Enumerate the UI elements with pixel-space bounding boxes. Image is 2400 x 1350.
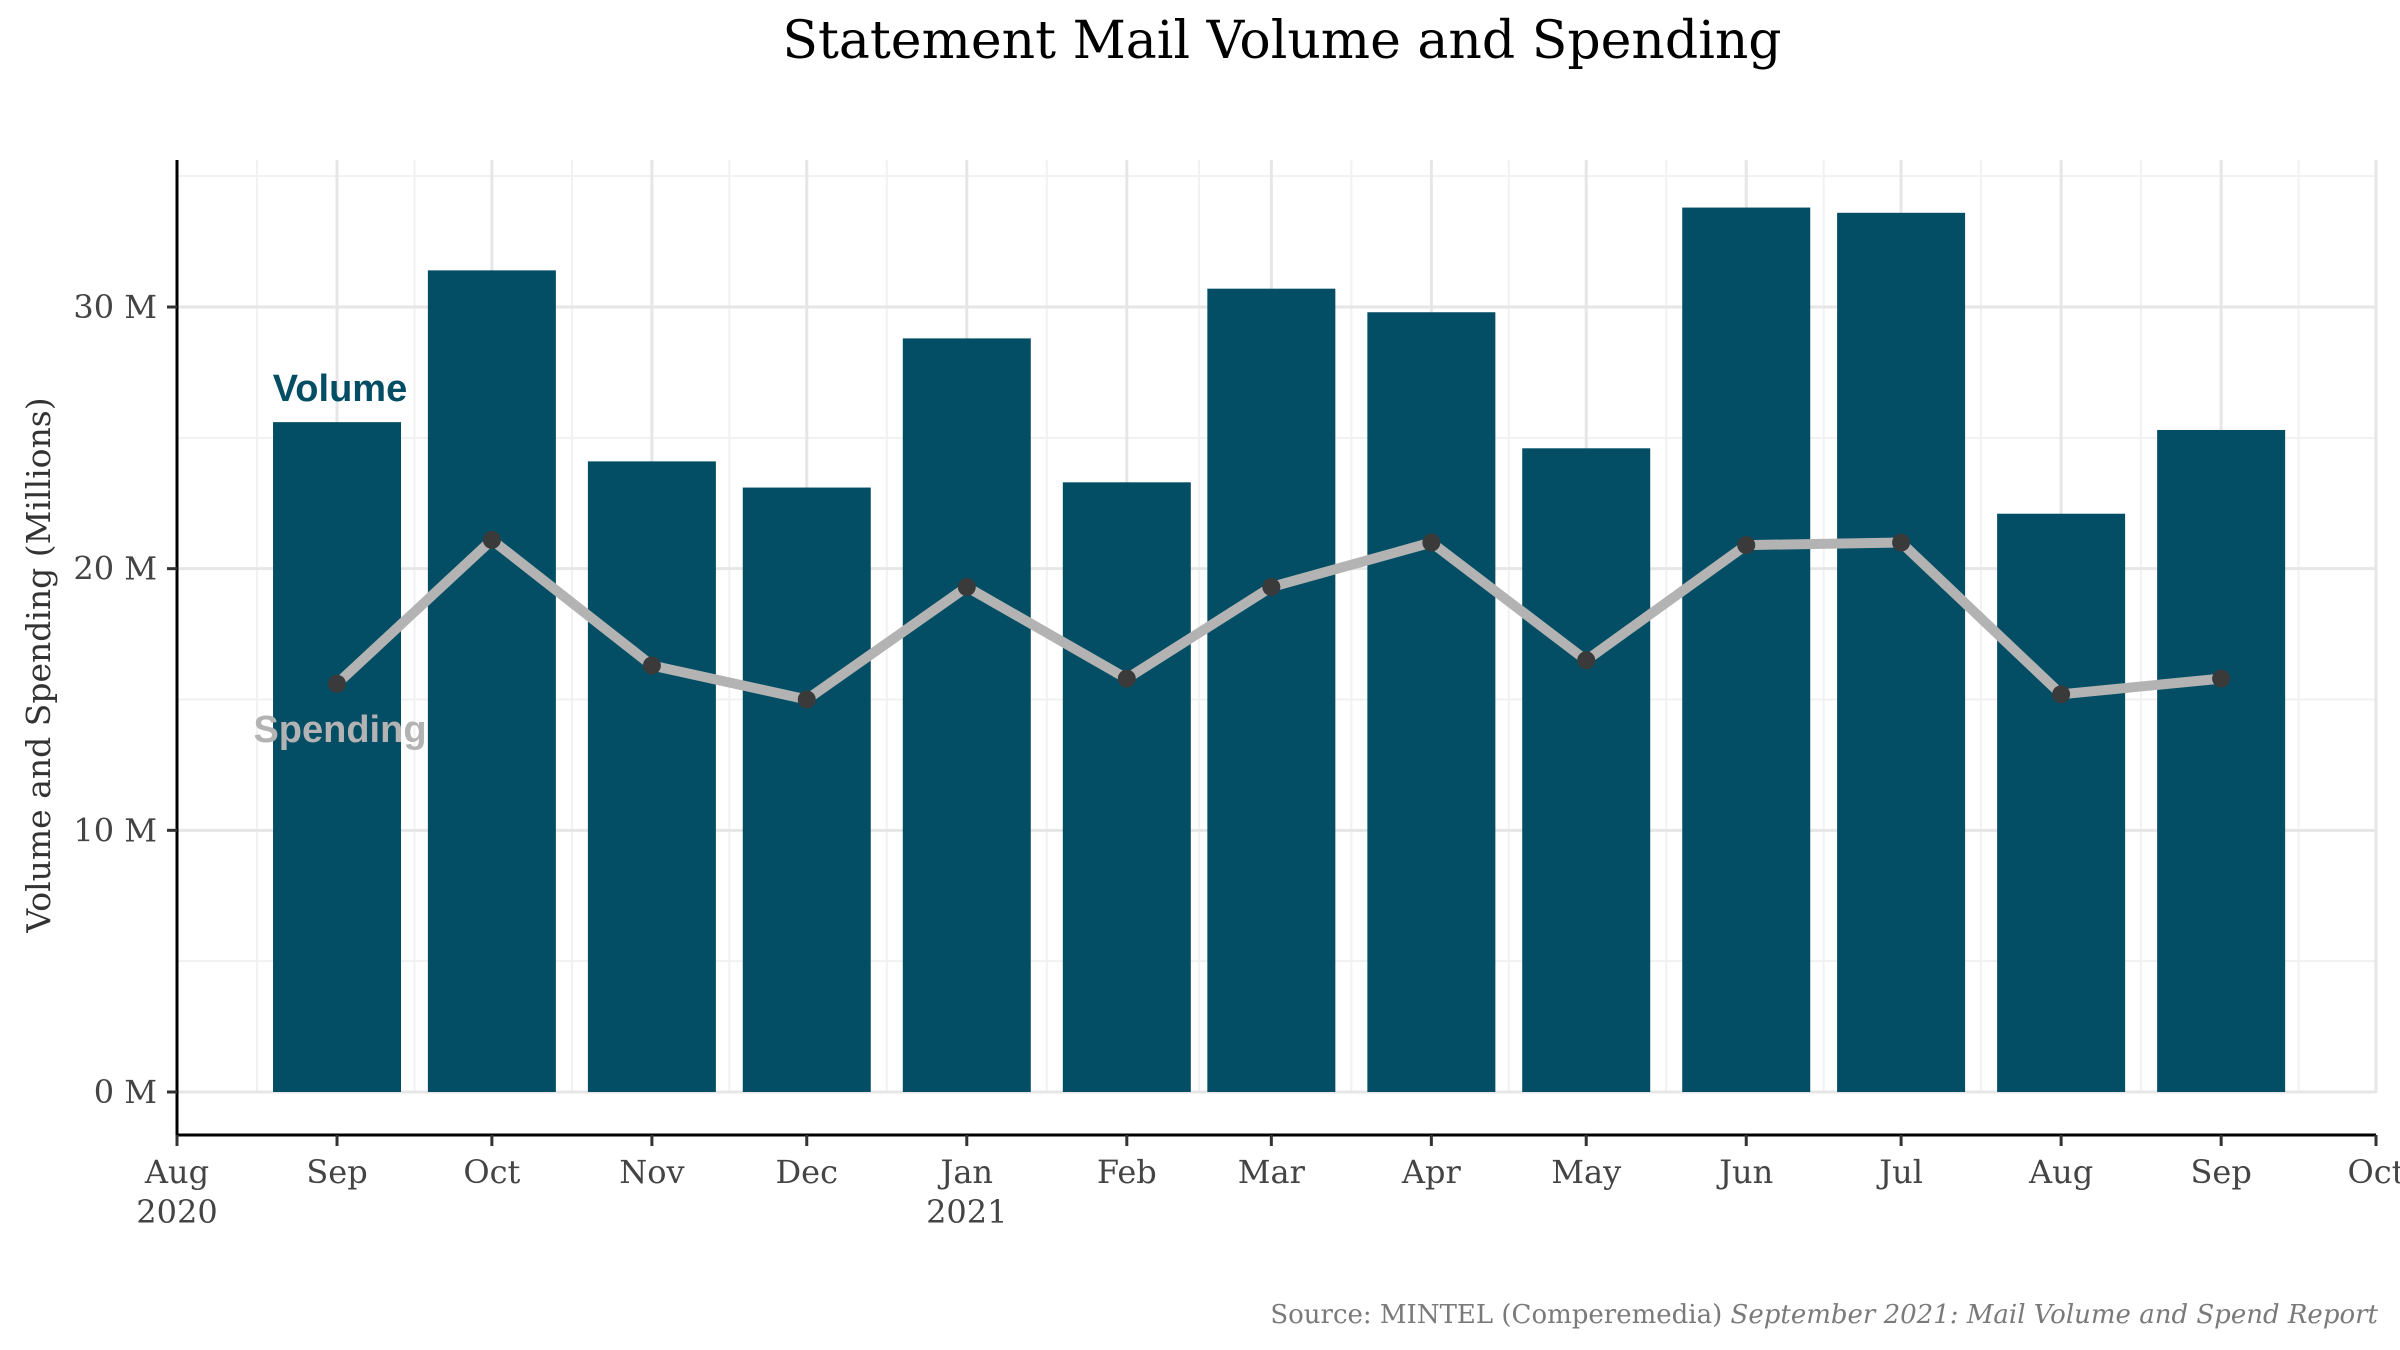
x-tick-label: Jul: [1876, 1153, 1923, 1191]
volume-bar: [902, 338, 1031, 1092]
volume-bar: [1522, 448, 1651, 1092]
volume-bar: [1062, 482, 1191, 1093]
x-tick-label: Feb: [1097, 1153, 1157, 1191]
x-tick-label: Oct: [463, 1153, 520, 1191]
source-report-title: September 2021: Mail Volume and Spend Re…: [1731, 1300, 2379, 1330]
x-tick-label: Sep: [306, 1153, 367, 1191]
volume-bar: [1682, 207, 1811, 1093]
spending-point: [482, 530, 501, 549]
spending-point: [1737, 536, 1756, 555]
volume-bar: [1367, 312, 1496, 1092]
x-tick-year-label: 2021: [926, 1193, 1007, 1231]
spending-point: [1577, 651, 1596, 670]
spending-point: [2052, 685, 2071, 704]
x-tick-label: Oct: [2347, 1153, 2400, 1191]
volume-bar: [1207, 288, 1336, 1092]
y-tick-label: 10 M: [73, 811, 157, 849]
spending-point: [1262, 577, 1281, 596]
x-tick-label: Nov: [619, 1153, 684, 1191]
source-note: Source: MINTEL (Comperemedia) September …: [1270, 1300, 2378, 1330]
chart-title: Statement Mail Volume and Spending: [782, 11, 1781, 71]
y-tick-label: 30 M: [73, 288, 157, 326]
spending-point: [642, 656, 661, 675]
volume-bar: [1997, 513, 2126, 1092]
spending-point: [797, 690, 816, 709]
spending-point: [1117, 669, 1136, 688]
spending-point: [328, 674, 347, 693]
spending-point: [957, 577, 976, 596]
volume-bar: [427, 270, 556, 1092]
x-tick-label: Aug: [2028, 1153, 2093, 1191]
x-tick-label: Jan: [938, 1153, 994, 1191]
volume-bar: [2157, 429, 2286, 1092]
y-tick-label: 0 M: [94, 1073, 157, 1111]
axis-layer: [167, 160, 2378, 1146]
x-tick-label: Aug: [144, 1153, 209, 1191]
x-tick-label: Sep: [2190, 1153, 2251, 1191]
y-tick-label: 20 M: [73, 550, 157, 588]
x-tick-label: Apr: [1401, 1153, 1462, 1191]
x-tick-label: May: [1551, 1153, 1621, 1191]
line-layer: [328, 530, 2231, 709]
volume-bar: [742, 487, 871, 1092]
source-prefix: Source: MINTEL (Comperemedia): [1270, 1300, 1730, 1330]
x-tick-label: Dec: [776, 1153, 839, 1191]
x-tick-year-label: 2020: [136, 1193, 217, 1231]
spending-point: [1422, 533, 1441, 552]
spending-point: [1892, 533, 1911, 552]
volume-bar: [273, 422, 402, 1093]
legend-label-spending: Spending: [253, 709, 426, 751]
volume-bar: [587, 461, 716, 1093]
volume-bar: [1837, 212, 1966, 1093]
x-tick-label: Mar: [1238, 1153, 1306, 1191]
y-axis-title: Volume and Spending (Millions): [19, 397, 58, 933]
legend-label-volume: Volume: [273, 368, 407, 410]
spending-point: [2212, 669, 2231, 688]
bar-layer: [273, 207, 2286, 1093]
x-tick-label: Jun: [1716, 1153, 1773, 1191]
